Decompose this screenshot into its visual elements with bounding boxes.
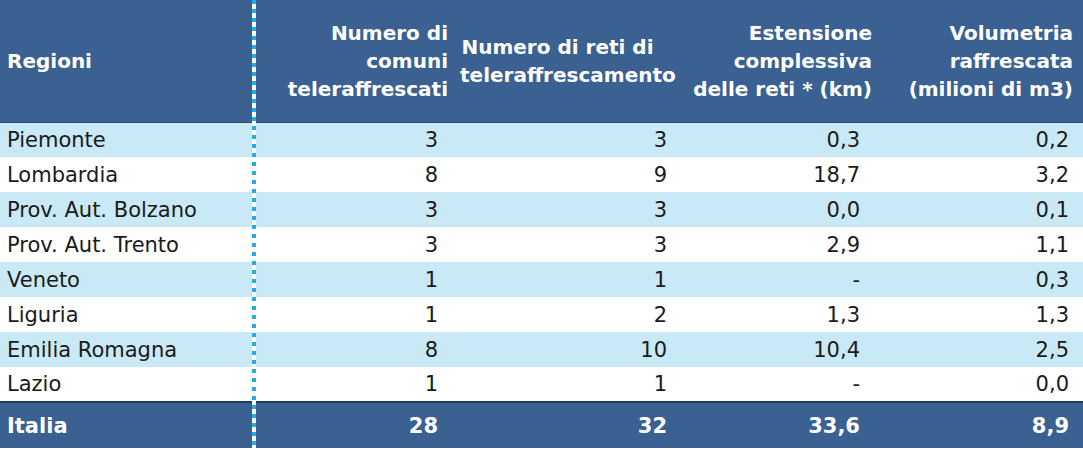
value-cell: 8	[253, 157, 460, 192]
value-cell: 3	[253, 227, 460, 262]
value-cell: 18,7	[680, 157, 880, 192]
region-name: Emilia Romagna	[0, 332, 253, 367]
value-cell: 0,3	[680, 122, 880, 157]
table-row-lombardia: Lombardia 8 9 18,7 3,2	[0, 157, 1083, 192]
table-row-veneto: Veneto 1 1 - 0,3	[0, 262, 1083, 297]
header-line: Volumetria	[880, 19, 1073, 47]
value-cell: 1	[460, 262, 680, 297]
value-cell: 3	[253, 122, 460, 157]
header-line: complessiva	[680, 47, 872, 75]
value-cell: 1	[253, 297, 460, 332]
value-cell: 1	[253, 262, 460, 297]
header-line: Regioni	[7, 47, 253, 75]
value-cell: 3	[460, 227, 680, 262]
header-line: raffrescata	[880, 47, 1073, 75]
table-row-piemonte: Piemonte 3 3 0,3 0,2	[0, 122, 1083, 157]
table-row-prov-aut-trento: Prov. Aut. Trento 3 3 2,9 1,1	[0, 227, 1083, 262]
value-cell: 1,3	[680, 297, 880, 332]
value-cell: 0,1	[880, 192, 1083, 227]
header-line: Numero di	[253, 19, 448, 47]
value-cell: 3	[460, 192, 680, 227]
column-header-reti-teleraffrescamento: Numero di reti di teleraffrescamento	[460, 0, 680, 122]
header-line: (milioni di m3)	[880, 75, 1073, 103]
header-line: delle reti * (km)	[680, 75, 872, 103]
region-name: Lombardia	[0, 157, 253, 192]
value-cell: 0,3	[880, 262, 1083, 297]
value-cell: 2	[460, 297, 680, 332]
value-cell: 0,2	[880, 122, 1083, 157]
header-line: Estensione	[680, 19, 872, 47]
value-cell: 10	[460, 332, 680, 367]
value-cell: 1	[460, 367, 680, 402]
table-row-emilia-romagna: Emilia Romagna 8 10 10,4 2,5	[0, 332, 1083, 367]
region-name: Liguria	[0, 297, 253, 332]
dotted-column-divider	[252, 0, 256, 450]
header-line: teleraffrescati	[253, 75, 448, 103]
value-cell: 3,2	[880, 157, 1083, 192]
value-cell: 0,0	[880, 367, 1083, 402]
value-cell: -	[680, 367, 880, 402]
value-cell: -	[680, 262, 880, 297]
region-name: Prov. Aut. Bolzano	[0, 192, 253, 227]
value-cell: 8	[253, 332, 460, 367]
column-header-comuni-teleraffrescati: Numero di comuni teleraffrescati	[253, 0, 460, 122]
total-value-cell: 32	[460, 402, 680, 448]
value-cell: 9	[460, 157, 680, 192]
value-cell: 3	[460, 122, 680, 157]
column-header-volumetria-raffrescata: Volumetria raffrescata (milioni di m3)	[880, 0, 1083, 122]
region-name: Prov. Aut. Trento	[0, 227, 253, 262]
value-cell: 10,4	[680, 332, 880, 367]
column-header-estensione-reti: Estensione complessiva delle reti * (km)	[680, 0, 880, 122]
district-cooling-table-container: Regioni Numero di comuni teleraffrescati…	[0, 0, 1083, 450]
region-name: Piemonte	[0, 122, 253, 157]
value-cell: 0,0	[680, 192, 880, 227]
value-cell: 1,1	[880, 227, 1083, 262]
table-row-liguria: Liguria 1 2 1,3 1,3	[0, 297, 1083, 332]
regions-table: Regioni Numero di comuni teleraffrescati…	[0, 0, 1083, 448]
value-cell: 1	[253, 367, 460, 402]
table-header-row: Regioni Numero di comuni teleraffrescati…	[0, 0, 1083, 122]
total-value-cell: 33,6	[680, 402, 880, 448]
header-line: Numero di reti di	[460, 33, 655, 61]
value-cell: 3	[253, 192, 460, 227]
region-name: Lazio	[0, 367, 253, 402]
value-cell: 2,9	[680, 227, 880, 262]
header-line: teleraffrescamento	[460, 61, 655, 89]
table-row-lazio: Lazio 1 1 - 0,0	[0, 367, 1083, 402]
total-label: Italia	[0, 402, 253, 448]
column-header-regioni: Regioni	[0, 0, 253, 122]
table-row-prov-aut-bolzano: Prov. Aut. Bolzano 3 3 0,0 0,1	[0, 192, 1083, 227]
total-value-cell: 8,9	[880, 402, 1083, 448]
region-name: Veneto	[0, 262, 253, 297]
value-cell: 2,5	[880, 332, 1083, 367]
header-line: comuni	[253, 47, 448, 75]
total-value-cell: 28	[253, 402, 460, 448]
value-cell: 1,3	[880, 297, 1083, 332]
table-total-row-italia: Italia 28 32 33,6 8,9	[0, 402, 1083, 448]
